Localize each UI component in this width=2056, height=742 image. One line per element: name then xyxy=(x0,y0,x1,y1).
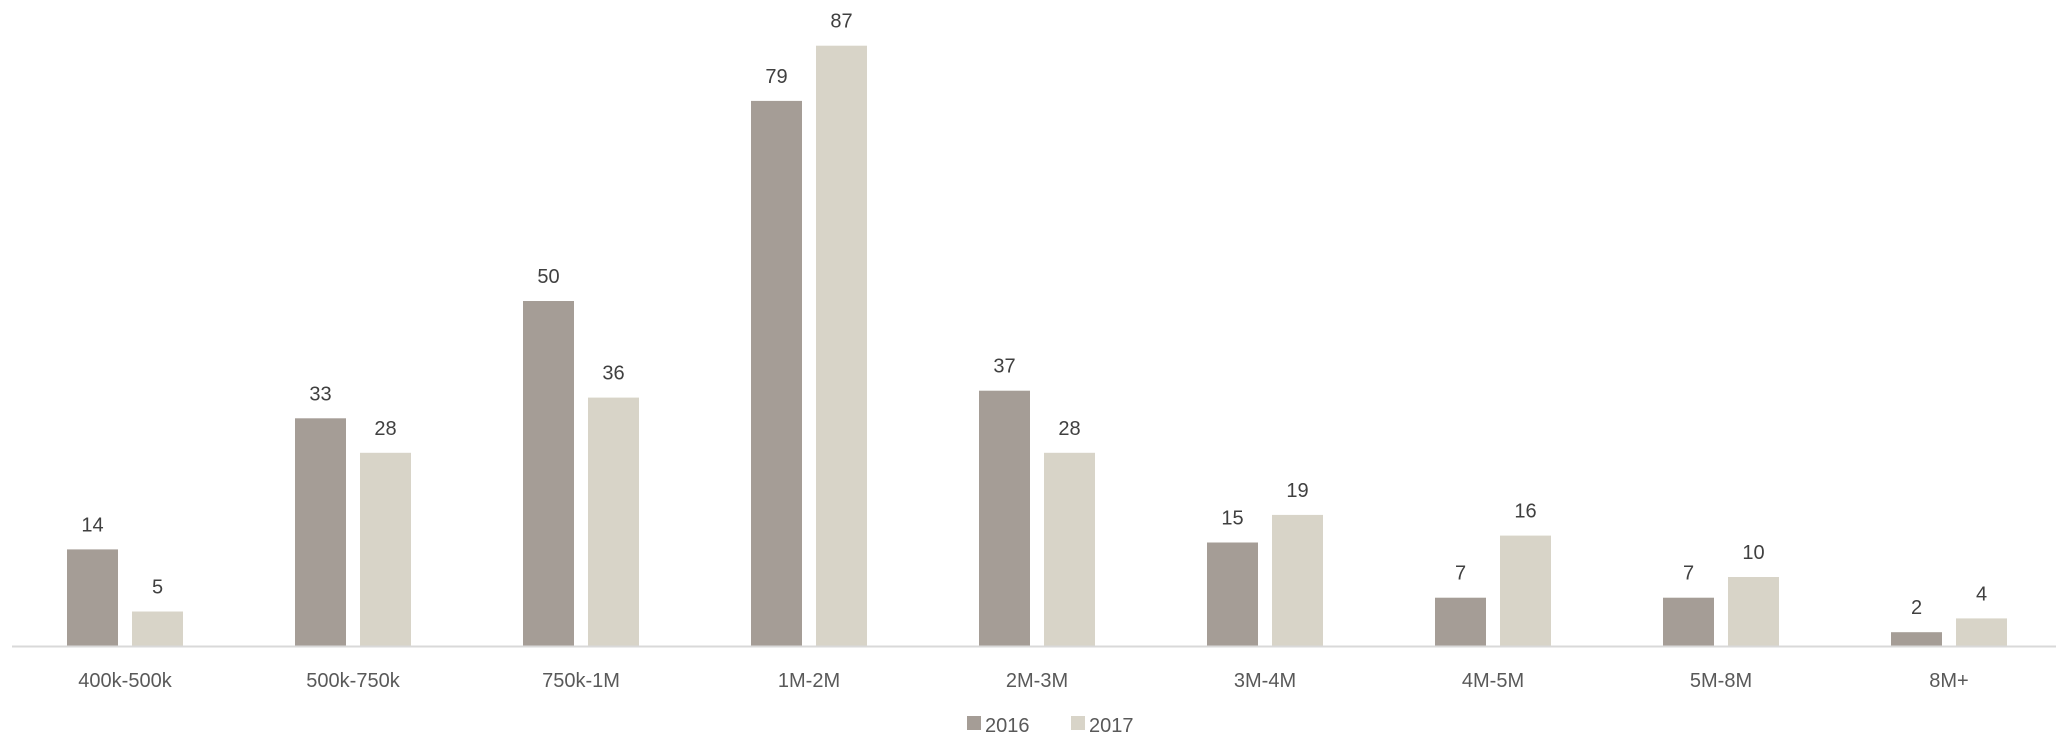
legend-swatch-2017 xyxy=(1071,716,1085,730)
x-tick-label-5m-8m: 5M-8M xyxy=(1690,670,1752,692)
bar-5m-8m-2017 xyxy=(1728,577,1779,646)
x-tick-label-8m: 8M+ xyxy=(1929,670,1968,692)
data-label-750k-1m-2017: 36 xyxy=(602,363,624,385)
data-label-2m-3m-2017: 28 xyxy=(1058,418,1080,440)
bar-500k-750k-2016 xyxy=(295,418,346,646)
data-label-3m-4m-2017: 19 xyxy=(1286,480,1308,502)
data-label-8m-2016: 2 xyxy=(1911,597,1922,619)
data-label-500k-750k-2017: 28 xyxy=(374,418,396,440)
x-tick-label-750k-1m: 750k-1M xyxy=(542,670,620,692)
bar-2m-3m-2016 xyxy=(979,390,1030,646)
legend-label-2016: 2016 xyxy=(985,715,1030,737)
data-label-1m-2m-2016: 79 xyxy=(765,66,787,88)
bar-3m-4m-2016 xyxy=(1207,542,1258,646)
data-label-5m-8m-2016: 7 xyxy=(1683,563,1694,585)
bar-1m-2m-2017 xyxy=(816,45,867,646)
legend-swatch-2016 xyxy=(967,716,981,730)
data-label-500k-750k-2016: 33 xyxy=(309,383,331,405)
x-tick-label-1m-2m: 1M-2M xyxy=(778,670,840,692)
data-label-1m-2m-2017: 87 xyxy=(830,11,852,33)
x-tick-label-2m-3m: 2M-3M xyxy=(1006,670,1068,692)
legend: 2016 2017 xyxy=(967,715,1134,737)
data-label-400k-500k-2017: 5 xyxy=(152,577,163,599)
bar-750k-1m-2016 xyxy=(523,301,574,646)
bar-3m-4m-2017 xyxy=(1272,514,1323,646)
data-label-4m-5m-2016: 7 xyxy=(1455,563,1466,585)
bar-8m-2016 xyxy=(1891,632,1942,646)
x-tick-label-500k-750k: 500k-750k xyxy=(306,670,400,692)
bar-8m-2017 xyxy=(1956,618,2007,646)
bar-400k-500k-2017 xyxy=(132,611,183,646)
data-label-750k-1m-2016: 50 xyxy=(537,266,559,288)
data-labels-group: 14 5 33 28 50 36 79 87 37 28 15 19 7 16 7 10 2 4 xyxy=(81,11,1987,620)
data-label-400k-500k-2016: 14 xyxy=(81,514,103,536)
bar-2m-3m-2017 xyxy=(1044,452,1095,646)
bar-500k-750k-2017 xyxy=(360,452,411,646)
x-tick-label-4m-5m: 4M-5M xyxy=(1462,670,1524,692)
data-label-4m-5m-2017: 16 xyxy=(1514,501,1536,523)
x-tick-labels-group: 400k-500k 500k-750k 750k-1M 1M-2M 2M-3M 3M-4M… xyxy=(78,670,1968,692)
bar-4m-5m-2016 xyxy=(1435,597,1486,646)
data-label-3m-4m-2016: 15 xyxy=(1221,508,1243,530)
legend-label-2017: 2017 xyxy=(1089,715,1134,737)
bars-group xyxy=(67,45,2007,646)
data-label-2m-3m-2016: 37 xyxy=(993,356,1015,378)
data-label-8m-2017: 4 xyxy=(1976,583,1987,605)
bar-750k-1m-2017 xyxy=(588,397,639,646)
bar-5m-8m-2016 xyxy=(1663,597,1714,646)
bar-1m-2m-2016 xyxy=(751,100,802,646)
x-tick-label-400k-500k: 400k-500k xyxy=(78,670,172,692)
bar-400k-500k-2016 xyxy=(67,549,118,646)
data-label-5m-8m-2017: 10 xyxy=(1742,542,1764,564)
bar-4m-5m-2017 xyxy=(1500,535,1551,646)
x-tick-label-3m-4m: 3M-4M xyxy=(1234,670,1296,692)
